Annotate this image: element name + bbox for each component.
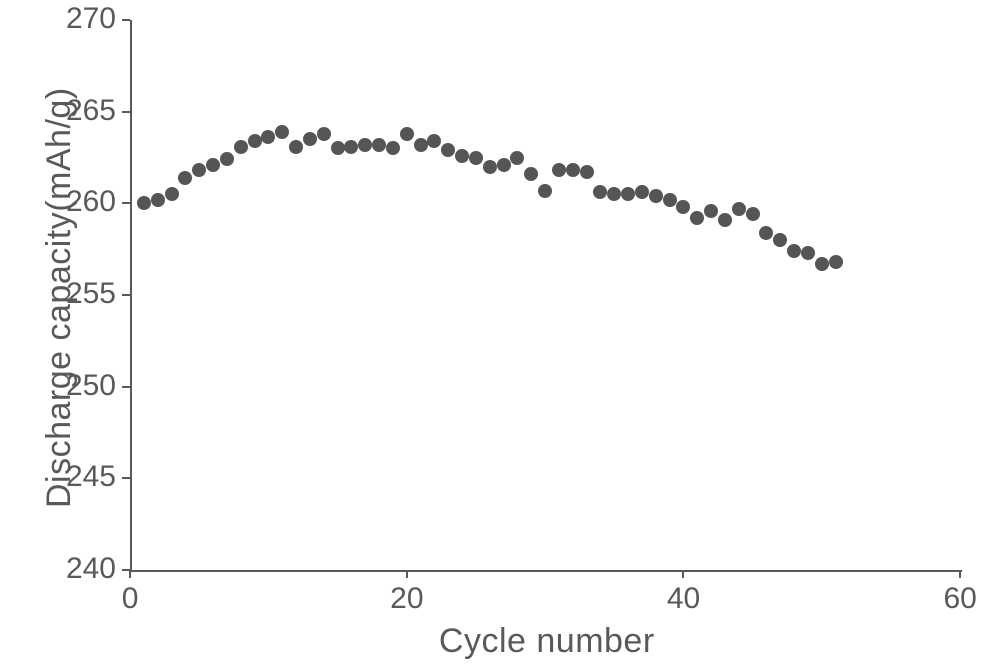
y-tick-label: 270 bbox=[66, 2, 116, 36]
x-axis-title: Cycle number bbox=[439, 622, 655, 661]
data-point bbox=[663, 193, 677, 207]
data-point bbox=[358, 138, 372, 152]
data-point bbox=[538, 184, 552, 198]
data-point bbox=[676, 200, 690, 214]
data-point bbox=[137, 196, 151, 210]
data-point bbox=[524, 167, 538, 181]
data-point bbox=[704, 204, 718, 218]
data-point bbox=[829, 255, 843, 269]
y-tick bbox=[122, 294, 130, 296]
y-tick-label: 240 bbox=[66, 552, 116, 586]
data-point bbox=[206, 158, 220, 172]
data-point bbox=[759, 226, 773, 240]
data-point bbox=[469, 151, 483, 165]
data-point bbox=[427, 134, 441, 148]
y-tick-label: 255 bbox=[66, 277, 116, 311]
data-point bbox=[289, 140, 303, 154]
data-point bbox=[635, 185, 649, 199]
data-point bbox=[151, 193, 165, 207]
data-point bbox=[317, 127, 331, 141]
y-tick-label: 260 bbox=[66, 185, 116, 219]
y-tick-label: 245 bbox=[66, 460, 116, 494]
x-tick bbox=[406, 570, 408, 578]
y-tick-label: 265 bbox=[66, 94, 116, 128]
data-point bbox=[275, 125, 289, 139]
data-point bbox=[732, 202, 746, 216]
data-point bbox=[303, 132, 317, 146]
data-point bbox=[552, 163, 566, 177]
data-point bbox=[372, 138, 386, 152]
chart-figure: Discharge capacity(mAh/g) Cycle number 2… bbox=[0, 0, 1000, 671]
y-tick bbox=[122, 386, 130, 388]
data-point bbox=[690, 211, 704, 225]
x-tick bbox=[959, 570, 961, 578]
data-point bbox=[261, 130, 275, 144]
data-point bbox=[192, 163, 206, 177]
data-point bbox=[787, 244, 801, 258]
data-point bbox=[165, 187, 179, 201]
plot-area bbox=[130, 20, 962, 572]
y-tick-label: 250 bbox=[66, 369, 116, 403]
data-point bbox=[414, 138, 428, 152]
data-point bbox=[815, 257, 829, 271]
x-tick-label: 40 bbox=[667, 582, 700, 616]
data-point bbox=[566, 163, 580, 177]
data-point bbox=[497, 158, 511, 172]
data-point bbox=[455, 149, 469, 163]
data-point bbox=[248, 134, 262, 148]
data-point bbox=[400, 127, 414, 141]
data-point bbox=[801, 246, 815, 260]
data-point bbox=[649, 189, 663, 203]
data-point bbox=[483, 160, 497, 174]
data-point bbox=[441, 143, 455, 157]
data-point bbox=[510, 151, 524, 165]
data-point bbox=[746, 207, 760, 221]
data-point bbox=[386, 141, 400, 155]
data-point bbox=[718, 213, 732, 227]
data-point bbox=[178, 171, 192, 185]
data-point bbox=[593, 185, 607, 199]
data-point bbox=[621, 187, 635, 201]
y-tick bbox=[122, 111, 130, 113]
x-tick bbox=[129, 570, 131, 578]
data-point bbox=[331, 141, 345, 155]
data-point bbox=[344, 140, 358, 154]
data-point bbox=[607, 187, 621, 201]
y-tick bbox=[122, 19, 130, 21]
data-point bbox=[220, 152, 234, 166]
y-tick bbox=[122, 477, 130, 479]
x-tick bbox=[682, 570, 684, 578]
x-tick-label: 60 bbox=[944, 582, 977, 616]
data-point bbox=[234, 140, 248, 154]
y-tick bbox=[122, 202, 130, 204]
data-point bbox=[580, 165, 594, 179]
x-tick-label: 20 bbox=[390, 582, 423, 616]
x-tick-label: 0 bbox=[122, 582, 139, 616]
data-point bbox=[773, 233, 787, 247]
